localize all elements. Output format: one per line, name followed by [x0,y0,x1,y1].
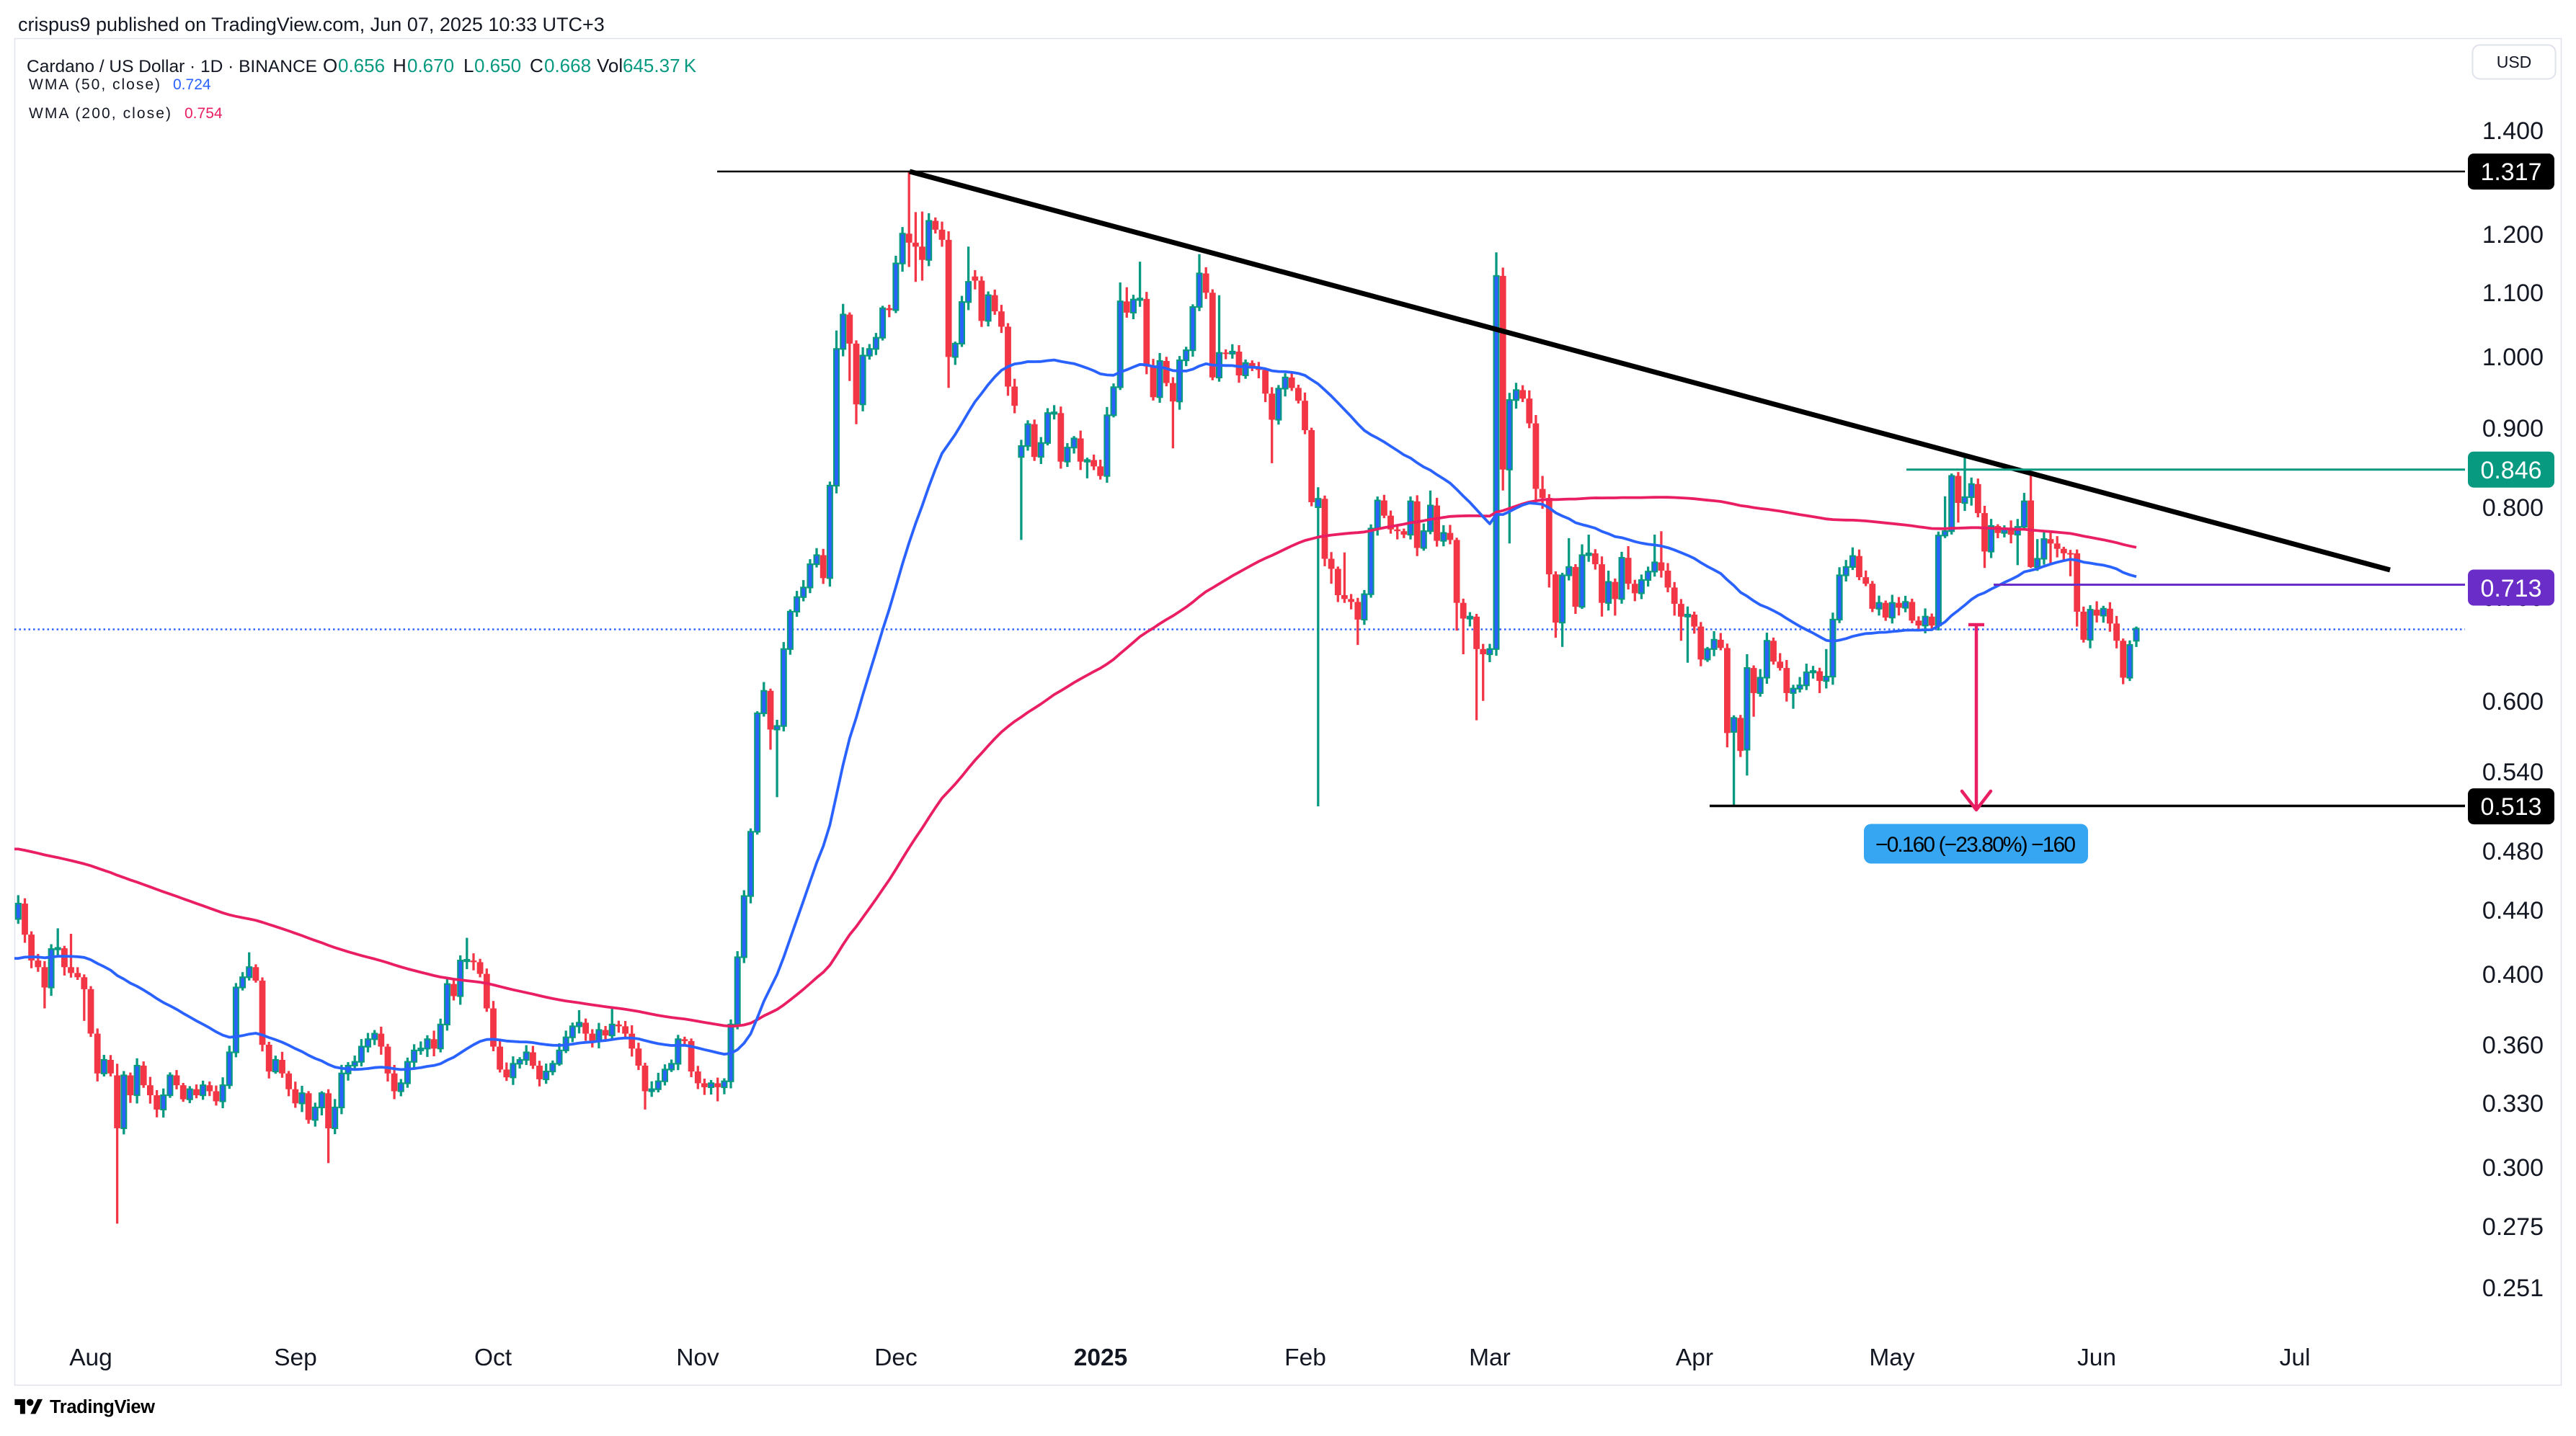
svg-text:C: C [530,55,543,76]
svg-text:Aug: Aug [69,1344,112,1371]
svg-text:Jul: Jul [2280,1344,2311,1371]
svg-text:0.754: 0.754 [185,105,223,122]
svg-text:1.400: 1.400 [2482,117,2544,145]
svg-text:0.668: 0.668 [544,55,591,76]
svg-text:Oct: Oct [474,1344,512,1371]
svg-text:0.480: 0.480 [2482,838,2544,865]
svg-text:USD: USD [2497,53,2532,71]
svg-text:0.846: 0.846 [2480,457,2541,484]
svg-text:0.513: 0.513 [2480,793,2541,821]
svg-text:Feb: Feb [1284,1344,1326,1371]
svg-text:May: May [1869,1344,1915,1371]
svg-text:0.300: 0.300 [2482,1154,2544,1182]
svg-text:1.000: 1.000 [2482,344,2544,371]
svg-text:TradingView: TradingView [50,1397,155,1417]
svg-text:0.713: 0.713 [2480,575,2541,602]
svg-text:0.600: 0.600 [2482,688,2544,715]
svg-text:Jun: Jun [2077,1344,2116,1371]
svg-text:O: O [323,55,337,76]
svg-text:0.330: 0.330 [2482,1090,2544,1118]
svg-text:0.650: 0.650 [474,55,521,76]
svg-text:Sep: Sep [274,1344,317,1371]
svg-text:2025: 2025 [1074,1344,1128,1371]
svg-text:Mar: Mar [1469,1344,1511,1371]
svg-text:0.900: 0.900 [2482,415,2544,442]
svg-text:crispus9 published on TradingV: crispus9 published on TradingView.com, J… [18,14,605,35]
svg-text:WMA (50, close): WMA (50, close) [29,76,160,93]
svg-text:0.440: 0.440 [2482,897,2544,924]
svg-text:0.251: 0.251 [2482,1275,2544,1302]
svg-text:−0.160 (−23.80%) −160: −0.160 (−23.80%) −160 [1875,833,2076,857]
svg-text:645.37 K: 645.37 K [623,55,697,76]
svg-text:1.200: 1.200 [2482,221,2544,249]
svg-text:0.400: 0.400 [2482,961,2544,989]
svg-text:Vol: Vol [597,55,623,76]
svg-text:H: H [393,55,407,76]
svg-text:L: L [463,55,474,76]
svg-text:0.275: 0.275 [2482,1213,2544,1241]
svg-text:0.540: 0.540 [2482,759,2544,786]
svg-text:0.670: 0.670 [407,55,454,76]
svg-text:Dec: Dec [874,1344,918,1371]
svg-text:0.800: 0.800 [2482,494,2544,522]
svg-text:0.360: 0.360 [2482,1032,2544,1059]
svg-text:WMA (200, close): WMA (200, close) [29,105,171,122]
svg-text:Nov: Nov [676,1344,719,1371]
svg-text:0.724: 0.724 [173,76,211,93]
svg-text:0.656: 0.656 [338,55,385,76]
svg-text:1.317: 1.317 [2480,159,2541,186]
svg-text:Apr: Apr [1676,1344,1713,1371]
svg-text:1.100: 1.100 [2482,280,2544,307]
svg-text:Cardano / US Dollar · 1D · BIN: Cardano / US Dollar · 1D · BINANCE [27,57,317,76]
